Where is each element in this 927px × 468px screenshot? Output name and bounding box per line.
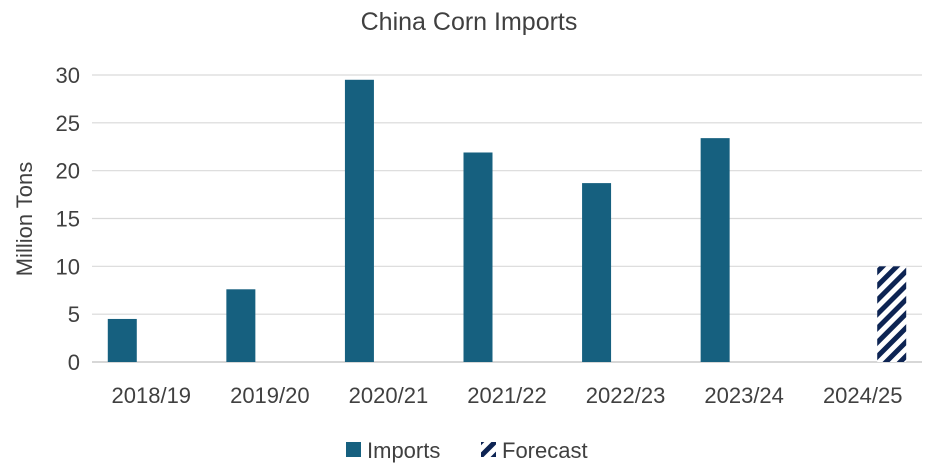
bars [107,79,907,363]
x-tick-label: 2021/22 [467,383,547,408]
bar-imports-2021-22 [463,152,493,362]
gridlines [92,74,922,363]
y-axis-ticks: 0 5 10 15 20 25 30 [56,63,80,375]
x-tick-label: 2019/20 [230,383,310,408]
x-tick-label: 2020/21 [349,383,429,408]
bar-forecast-2024-25 [877,266,907,362]
bar-imports-2019-20 [226,289,256,362]
x-tick-label: 2018/19 [112,383,192,408]
legend-swatch-forecast [481,442,496,457]
bar-imports-2022-23 [582,183,612,362]
x-axis-ticks: 2018/19 2019/20 2020/21 2021/22 2022/23 2023/… [112,383,903,408]
legend-label-imports: Imports [367,438,440,463]
x-tick-label: 2022/23 [586,383,666,408]
bar-imports-2018-19 [107,318,137,362]
legend-swatch-imports [346,442,361,457]
legend: Imports Forecast [346,438,588,463]
y-tick-label: 5 [68,302,80,327]
y-tick-label: 10 [56,254,80,279]
bar-imports-2023-24 [700,138,730,362]
y-tick-label: 25 [56,111,80,136]
y-tick-label: 20 [56,159,80,184]
y-axis-label: Million Tons [12,162,37,277]
y-tick-label: 0 [68,350,80,375]
legend-label-forecast: Forecast [502,438,588,463]
x-tick-label: 2024/25 [823,383,903,408]
y-tick-label: 30 [56,63,80,88]
bar-imports-2020-21 [344,79,374,363]
chart-title: China Corn Imports [361,8,578,36]
y-tick-label: 15 [56,207,80,232]
x-tick-label: 2023/24 [704,383,784,408]
